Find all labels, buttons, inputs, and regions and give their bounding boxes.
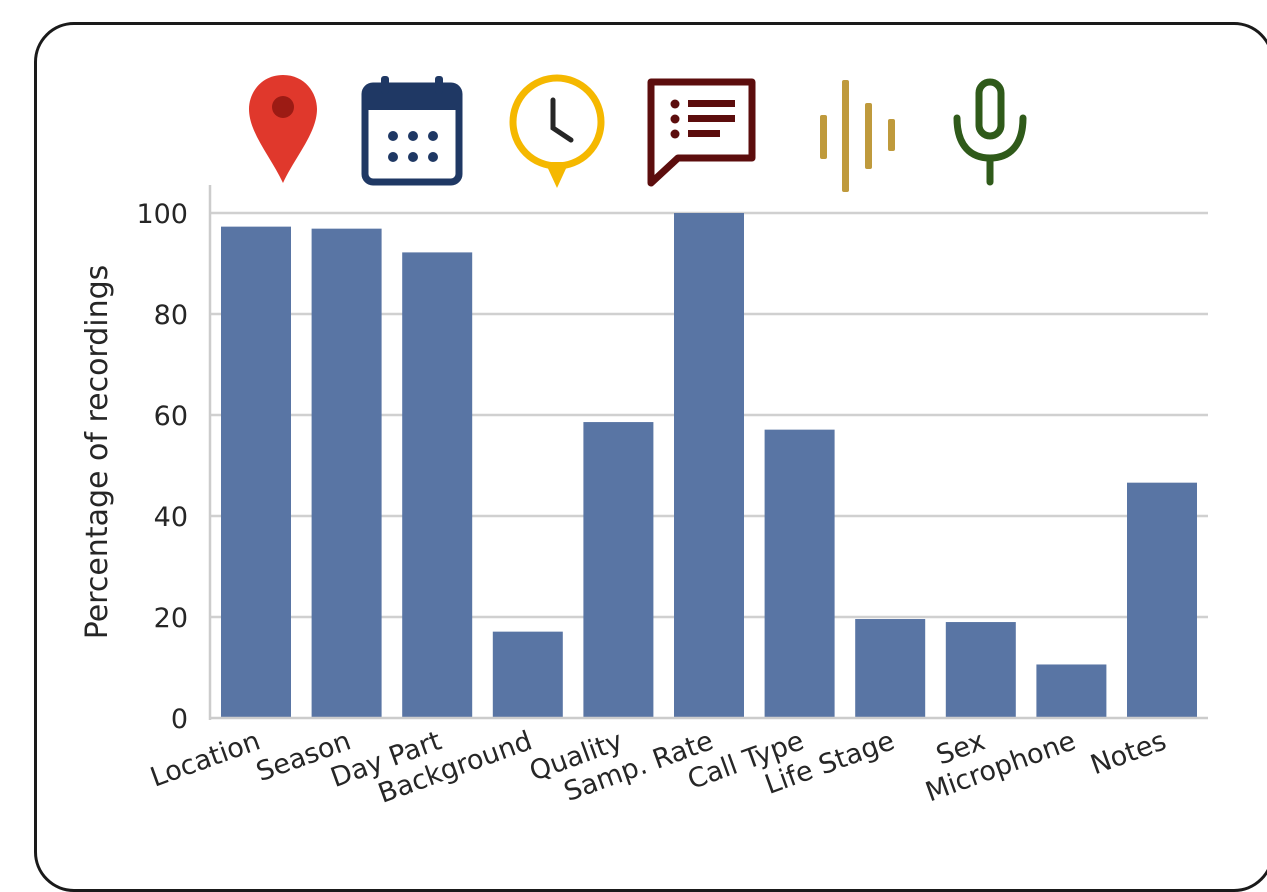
bar-life-stage [855, 619, 926, 718]
bar-samp-rate [674, 213, 744, 718]
bar-notes [1127, 482, 1197, 718]
location-pin-icon [249, 75, 317, 183]
bar-location [221, 226, 291, 718]
y-tick-label: 60 [154, 401, 188, 432]
bar-quality [583, 422, 654, 718]
y-tick-label: 80 [154, 300, 188, 331]
y-axis-label: Percentage of recordings [80, 265, 115, 640]
y-tick-label: 0 [171, 704, 188, 735]
bar-call-type [764, 429, 835, 718]
bar-microphone [1036, 664, 1107, 718]
bar-day-part [402, 252, 473, 718]
notes-speech-bubble-icon [647, 78, 756, 187]
x-tick-label: Notes [1087, 725, 1171, 781]
x-tick-label: Location [146, 725, 264, 793]
bar-sex [945, 622, 1016, 718]
clock-icon [509, 74, 605, 188]
bar-season [311, 228, 382, 718]
bars [221, 213, 1197, 718]
icon-row [249, 74, 1027, 192]
y-tick-labels: 0 20 40 60 80 100 [136, 199, 188, 735]
y-tick-label: 100 [136, 199, 188, 230]
sound-wave-icon [820, 80, 895, 192]
y-tick-label: 40 [154, 502, 188, 533]
y-tick-label: 20 [154, 603, 188, 634]
bar-background [492, 631, 563, 718]
calendar-icon [361, 76, 463, 186]
microphone-icon [953, 78, 1027, 186]
